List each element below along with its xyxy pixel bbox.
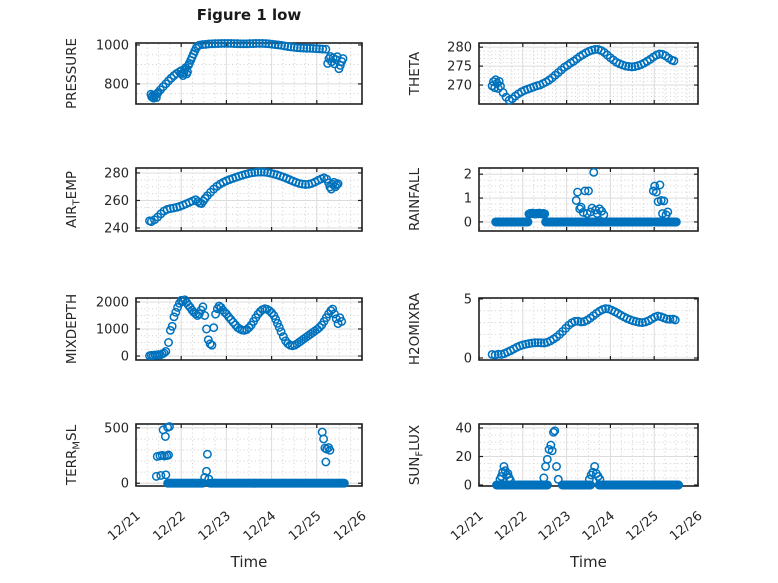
svg-text:12/21: 12/21 xyxy=(448,509,486,545)
y-tick-labels: 800 1000 xyxy=(96,38,129,92)
ylabel-sun-flux: SUNFLUX xyxy=(407,425,426,485)
x-tick-labels: 12/21 12/22 12/23 12/24 12/25 12/26 xyxy=(448,509,705,545)
svg-text:0: 0 xyxy=(121,477,129,492)
minor-grid xyxy=(137,169,361,230)
y-tick-labels: 0 1 2 xyxy=(464,168,472,231)
svg-text:0: 0 xyxy=(464,351,472,366)
svg-text:0: 0 xyxy=(464,479,472,494)
x-axis-label-left: Time xyxy=(230,553,268,571)
svg-text:12/25: 12/25 xyxy=(623,509,661,545)
minor-grid xyxy=(480,299,697,359)
axes-box xyxy=(478,297,699,361)
data-series-theta xyxy=(487,44,679,105)
svg-text:12/22: 12/22 xyxy=(150,509,188,545)
ylabel-pressure: PRESSURE xyxy=(64,38,80,109)
tick-marks xyxy=(478,298,699,360)
ylabel-rainfall: RAINFALL xyxy=(407,168,423,231)
ylabel-terr-msl: TERRMSL xyxy=(64,424,83,486)
svg-text:500: 500 xyxy=(104,421,129,436)
svg-text:12/26: 12/26 xyxy=(331,509,369,545)
y-tick-labels: 270 275 280 xyxy=(447,41,472,94)
svg-text:800: 800 xyxy=(104,77,129,92)
svg-text:0: 0 xyxy=(464,215,472,230)
svg-text:280: 280 xyxy=(447,41,472,56)
major-grid xyxy=(480,299,697,359)
ylabel-mixdepth: MIXDEPTH xyxy=(64,294,80,364)
svg-text:12/23: 12/23 xyxy=(196,509,234,545)
svg-text:12/25: 12/25 xyxy=(286,509,324,545)
data-series-sun-flux xyxy=(492,426,684,490)
svg-text:0: 0 xyxy=(121,350,129,365)
data-series-rainfall xyxy=(491,167,681,227)
svg-text:280: 280 xyxy=(104,166,129,181)
svg-text:40: 40 xyxy=(455,421,472,436)
svg-text:12/24: 12/24 xyxy=(241,509,279,545)
svg-text:1: 1 xyxy=(464,192,472,207)
subplot-mixdepth: 0 1000 2000 MIXDEPTH xyxy=(64,294,363,365)
data-series-air-temp xyxy=(145,167,343,227)
tick-marks xyxy=(135,168,363,231)
x-axis-label-right: Time xyxy=(570,553,607,571)
svg-text:270: 270 xyxy=(447,79,472,94)
svg-text:260: 260 xyxy=(104,194,129,209)
data-series-pressure xyxy=(146,38,348,103)
axes-box xyxy=(135,167,363,232)
subplot-sun-flux: 0 20 40 SUNFLUX 12/21 12/22 12/23 12/24 12/25 12/… xyxy=(407,421,706,544)
data-series-mixdepth xyxy=(145,295,347,361)
svg-text:2000: 2000 xyxy=(96,295,129,310)
figure-title: Figure 1 low xyxy=(196,6,302,24)
subplot-rainfall: 0 1 2 RAINFALL xyxy=(407,167,699,232)
tick-marks xyxy=(478,168,699,231)
svg-text:12/21: 12/21 xyxy=(105,509,143,545)
svg-text:1000: 1000 xyxy=(96,323,129,338)
ylabel-h2omixra: H2OMIXRA xyxy=(407,292,423,365)
subplot-terr-msl: 0 500 TERRMSL 12/21 12/22 12/23 12/24 12/25 12/2… xyxy=(64,421,370,544)
svg-text:1000: 1000 xyxy=(96,38,129,53)
tick-marks xyxy=(478,43,699,104)
svg-text:12/22: 12/22 xyxy=(492,509,530,545)
data-series-h2omixra xyxy=(487,304,680,360)
major-grid xyxy=(480,44,697,103)
svg-text:240: 240 xyxy=(104,221,129,236)
svg-text:2: 2 xyxy=(464,168,472,183)
y-tick-labels: 0 1000 2000 xyxy=(96,295,129,364)
svg-text:12/23: 12/23 xyxy=(536,509,574,545)
svg-text:20: 20 xyxy=(455,450,472,465)
subplot-theta: 270 275 280 THETA xyxy=(407,41,699,105)
subplot-air-temp: 240 260 280 AIRTEMP xyxy=(64,166,363,236)
major-grid xyxy=(480,425,697,485)
ylabel-air-temp: AIRTEMP xyxy=(64,171,83,228)
y-tick-labels: 0 20 40 xyxy=(455,421,472,493)
svg-text:275: 275 xyxy=(447,60,472,75)
x-tick-labels: 12/21 12/22 12/23 12/24 12/25 12/26 xyxy=(105,509,369,545)
major-grid xyxy=(137,44,361,103)
svg-text:12/26: 12/26 xyxy=(667,509,705,545)
svg-text:5: 5 xyxy=(464,292,472,307)
svg-text:12/24: 12/24 xyxy=(580,509,618,545)
axes-box xyxy=(478,42,699,105)
y-tick-labels: 05 xyxy=(464,292,472,366)
y-tick-labels: 240 260 280 xyxy=(104,166,129,236)
y-tick-labels: 0 500 xyxy=(104,421,129,491)
axes-box xyxy=(478,167,699,232)
subplot-pressure: 800 1000 PRESSURE xyxy=(64,38,363,109)
ylabel-theta: THETA xyxy=(407,51,423,96)
data-series-terr-msl xyxy=(151,422,349,488)
